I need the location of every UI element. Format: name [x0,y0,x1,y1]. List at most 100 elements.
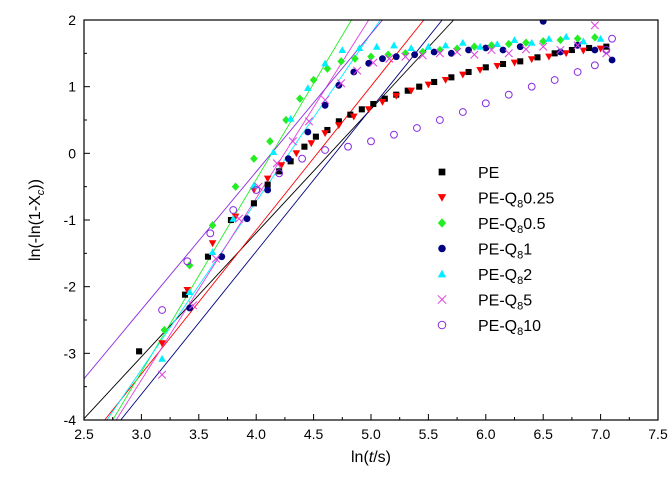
data-point [413,124,421,132]
data-point [590,21,600,30]
x-tick-label: 4.5 [304,426,324,442]
series-3-points [186,20,616,312]
fit-line-6 [84,20,383,379]
data-point [392,53,400,61]
legend-item: PE-Q810 [437,318,541,338]
data-point [392,92,401,100]
data-point [579,37,588,45]
legend-label: PE-Q81 [478,242,532,262]
data-point [504,49,513,58]
data-point [550,76,559,84]
data-point [309,75,318,85]
legend-marker [437,320,447,330]
data-point [459,71,467,79]
data-point [411,51,419,59]
data-point [390,41,398,49]
data-point [556,35,565,45]
legend-marker [437,294,447,305]
data-point [510,59,519,67]
data-point [602,46,611,54]
data-point [206,229,215,238]
y-tick-label: 0 [68,145,76,161]
data-point [323,64,332,73]
fit-line-5 [115,20,370,420]
y-tick-label: -2 [64,279,77,295]
data-point [527,56,536,64]
data-point [556,45,565,55]
data-point [288,137,298,146]
data-point [596,45,605,53]
legend-marker [437,194,447,202]
data-point [579,47,588,55]
data-point [358,106,365,113]
x-tick-label: 6.0 [476,426,496,442]
data-point [390,130,398,139]
x-tick-label: 4.0 [246,426,266,442]
data-point [499,60,507,68]
x-tick-label: 6.5 [533,426,553,442]
data-point [347,111,354,118]
data-point [350,68,358,76]
data-point [338,46,347,54]
data-point [441,41,450,49]
data-point [539,37,547,46]
fit-line-0 [84,20,454,419]
data-point [369,58,378,67]
legend-label: PE-Q80.5 [478,216,546,236]
data-point [545,53,553,61]
data-point [521,45,531,54]
data-point [136,348,143,355]
data-point [510,36,519,44]
data-point [298,154,307,163]
data-point [277,162,286,170]
data-point [287,158,294,165]
y-tick-label: -3 [64,345,77,361]
data-point [385,54,394,63]
data-point [266,137,274,146]
data-point [188,301,198,310]
data-point [381,95,388,102]
x-axis-ticks: 2.5 3.0 3.5 4.0 4.5 5.0 5.5 6.0 6.5 7.0 7.5 [74,414,668,442]
data-point [551,50,558,57]
legend-item: PE-Q82 [437,267,532,287]
data-point [527,82,536,91]
data-point [320,95,330,105]
y-tick-label: 1 [68,79,76,95]
data-point [218,253,226,261]
legend-marker [438,168,446,176]
data-point [160,325,169,335]
data-point [158,354,166,362]
data-point [276,168,283,175]
data-point [562,32,570,40]
data-point [534,54,541,61]
data-point [344,142,352,151]
data-point [562,50,570,58]
data-point [470,42,479,51]
data-point [275,169,284,178]
legend-label: PE-Q80.25 [478,191,554,211]
data-point [367,137,375,146]
data-point [378,98,387,106]
series-6-points [158,34,617,314]
data-point [157,370,167,379]
data-point [517,58,524,65]
series-4-points [158,32,605,362]
data-point [204,253,212,260]
y-axis-label: ln(-ln(1-Xc)) [27,179,47,261]
data-point [336,79,346,88]
data-point [499,46,507,54]
data-point [231,182,240,191]
legend: PE PE-Q80.25 PE-Q80.5 PE-Q81 PE-Q82 PE-Q85 PE-… [437,165,554,338]
data-point [335,122,343,130]
data-point [384,50,393,59]
legend-item: PE-Q80.5 [437,216,546,236]
data-point [459,38,467,46]
data-point [573,41,582,50]
legend-item: PE-Q80.25 [437,191,554,211]
data-point [407,44,415,52]
data-point [435,49,445,58]
data-point [353,66,362,75]
data-point [183,286,192,294]
fit-line-4 [106,20,381,420]
data-point [418,51,427,60]
